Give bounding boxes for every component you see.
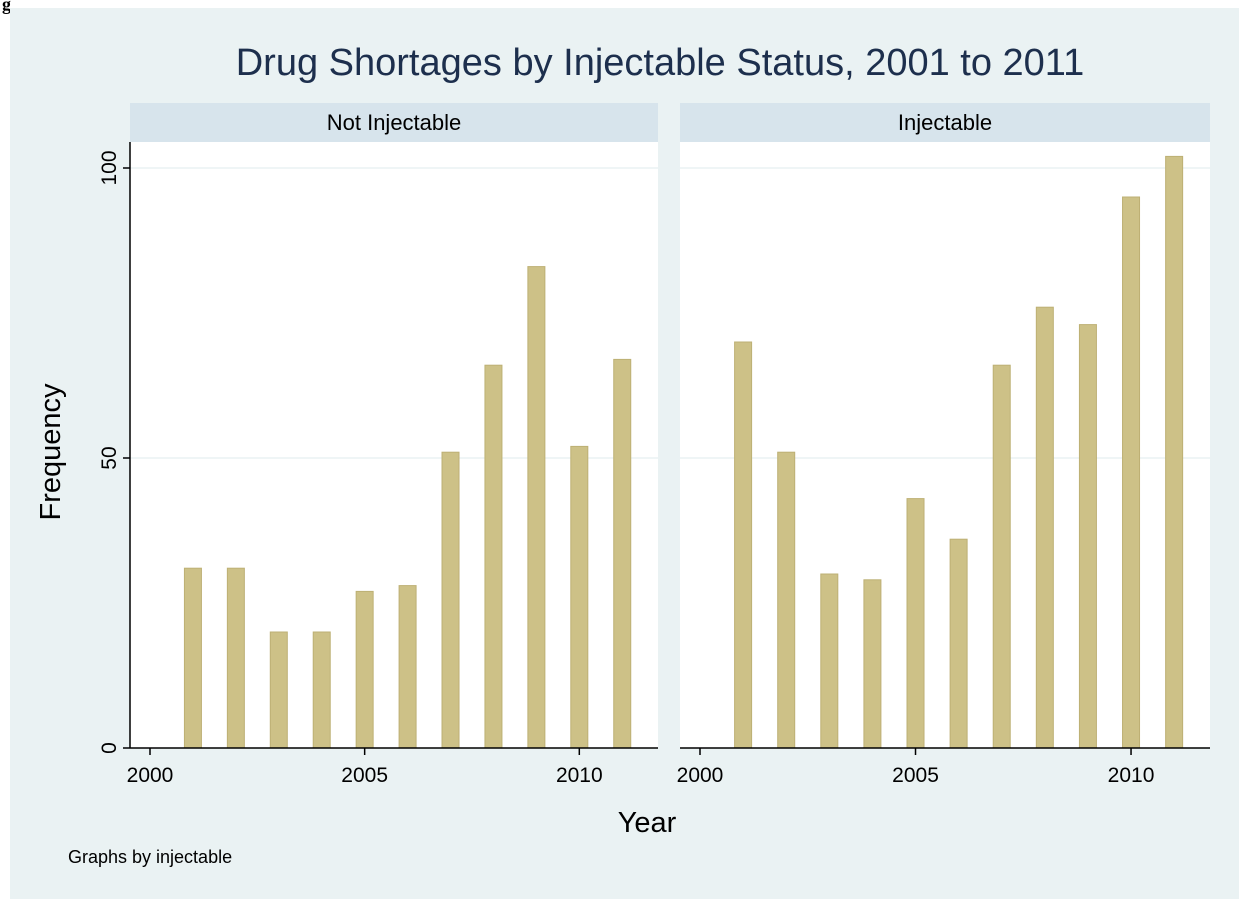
bar-2005: [906, 498, 925, 749]
bar-2009: [527, 266, 546, 749]
bar-2008: [1035, 306, 1054, 749]
panel-strip: [680, 103, 1210, 142]
bar-2001: [734, 341, 753, 749]
x-tick-label: 2005: [892, 764, 939, 787]
y-tick-label: 0: [98, 742, 121, 754]
graph-note: Graphs by injectable: [68, 847, 232, 867]
figure-label: g: [2, 0, 11, 14]
panels-group: Not Injectable 2000 2005 2010 0 50 100 Injectab…: [98, 103, 1210, 787]
bar-2007: [992, 364, 1011, 749]
bar-2010: [1122, 196, 1141, 749]
bar-2006: [949, 538, 968, 749]
panel-1: Injectable 2000 2005 2010: [677, 103, 1210, 787]
x-tick-label: 2010: [1108, 764, 1155, 787]
bar-2004: [312, 631, 331, 749]
x-tick-label: 2000: [127, 764, 174, 787]
bar-2010: [570, 445, 589, 749]
bar-2002: [226, 567, 245, 749]
x-tick-label: 2005: [341, 764, 388, 787]
bar-2004: [863, 579, 882, 749]
bar-2002: [777, 451, 796, 749]
panel-0: Not Injectable 2000 2005 2010 0 50 100: [98, 103, 658, 787]
bar-2006: [398, 585, 417, 749]
bar-2003: [820, 573, 839, 749]
y-axis-label: Frequency: [35, 383, 67, 521]
bar-2001: [183, 567, 202, 749]
bar-2007: [441, 451, 460, 749]
panel-strip: [130, 103, 658, 142]
x-axis-label: Year: [618, 807, 677, 839]
bar-2011: [613, 358, 632, 749]
plot-area: [680, 142, 1210, 748]
x-tick-label: 2010: [556, 764, 603, 787]
y-tick-label: 100: [98, 150, 121, 185]
x-tick-label: 2000: [677, 764, 724, 787]
chart-title: Drug Shortages by Injectable Status, 200…: [236, 42, 1085, 84]
panel-title: Not Injectable: [327, 110, 462, 135]
bar-2003: [269, 631, 288, 749]
bar-2009: [1078, 324, 1097, 749]
panel-title: Injectable: [898, 110, 992, 135]
bar-2008: [484, 364, 503, 749]
plot-area: [130, 142, 658, 748]
y-tick-label: 50: [98, 446, 121, 469]
bar-2005: [355, 590, 374, 749]
bar-2011: [1165, 155, 1184, 749]
